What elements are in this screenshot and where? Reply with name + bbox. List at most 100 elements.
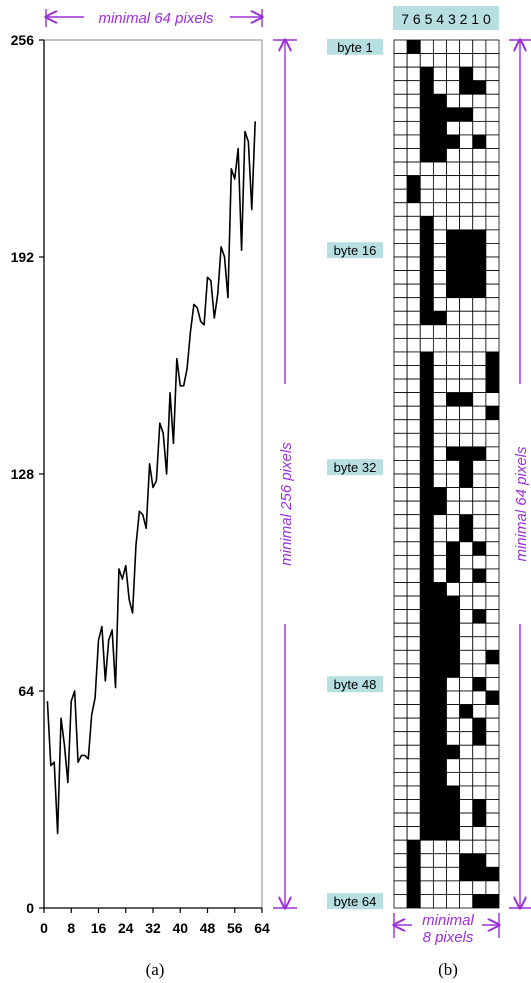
bit-cell	[393, 582, 408, 597]
bit-cell	[406, 866, 421, 882]
bit-cell	[459, 66, 474, 82]
bit-cell	[419, 365, 434, 380]
bit-cell	[472, 148, 487, 163]
bit-cell	[459, 826, 474, 841]
bit-cell	[419, 758, 434, 773]
bit-cell	[459, 609, 474, 624]
bit-cell	[393, 310, 408, 326]
bit-cell	[459, 419, 474, 434]
bit-cell	[406, 894, 421, 909]
bit-cell	[406, 283, 421, 299]
bit-cell	[472, 866, 487, 882]
bit-cell	[432, 744, 447, 760]
bit-cell	[393, 622, 408, 638]
bit-cell	[459, 554, 474, 570]
bit-cell	[485, 609, 500, 624]
bit-cell	[472, 405, 487, 421]
bit-cell	[485, 541, 500, 556]
bit-cell	[472, 731, 487, 746]
bit-cell	[459, 758, 474, 773]
bit-cell	[406, 66, 421, 82]
bit-cell	[419, 202, 434, 217]
bit-cell	[485, 365, 500, 380]
top-annotation-bg	[84, 8, 230, 26]
bit-cell	[432, 649, 447, 665]
bit-cell	[393, 148, 408, 163]
bit-cell	[459, 636, 474, 651]
bit-cell	[459, 785, 474, 800]
bit-cell	[406, 514, 421, 529]
bit-cell	[393, 595, 408, 611]
bit-cell	[459, 500, 474, 516]
x-tick-label: 24	[118, 920, 134, 936]
bit-cell	[446, 758, 461, 773]
bit-cell	[393, 771, 408, 787]
bit-cell	[485, 337, 500, 353]
bit-cell	[432, 256, 447, 271]
bit-cell	[446, 839, 461, 855]
right-annotation-a-text: minimal 256 pixels	[278, 442, 295, 566]
bit-cell	[406, 460, 421, 475]
bit-cell	[459, 744, 474, 760]
bit-cell	[446, 188, 461, 204]
bit-cell	[406, 853, 421, 868]
bit-cell	[446, 405, 461, 421]
bit-cell	[419, 80, 434, 95]
bit-cell	[459, 256, 474, 271]
bit-cell	[419, 446, 434, 461]
bit-cell	[393, 717, 408, 733]
bit-cell	[406, 704, 421, 719]
bit-cell	[419, 731, 434, 746]
bit-cell	[446, 337, 461, 353]
bit-cell	[419, 894, 434, 909]
bit-cell	[419, 175, 434, 190]
bit-cell	[459, 880, 474, 895]
bit-cell	[406, 93, 421, 109]
bottom-annotation-line1: minimal	[422, 912, 474, 929]
bit-cell	[446, 527, 461, 543]
bit-cell	[485, 188, 500, 204]
bit-cell	[419, 148, 434, 163]
bit-cell	[406, 582, 421, 597]
x-tick-label: 32	[145, 920, 161, 936]
bit-cell	[432, 839, 447, 855]
bit-cell	[406, 663, 421, 678]
bit-cell	[446, 636, 461, 651]
bit-cell	[485, 310, 500, 326]
bit-cell	[472, 378, 487, 394]
bit-cell	[446, 134, 461, 149]
bit-cell	[472, 622, 487, 638]
bit-cell	[432, 188, 447, 204]
bit-cell	[446, 812, 461, 828]
bit-cell	[472, 283, 487, 299]
bit-cell	[459, 812, 474, 828]
bit-cell	[485, 161, 500, 177]
bit-cell	[432, 107, 447, 122]
bit-cell	[459, 202, 474, 217]
bit-cell	[459, 853, 474, 868]
bit-cell	[393, 704, 408, 719]
bottom-annotation-bg	[412, 911, 482, 945]
bit-cell	[485, 270, 500, 285]
bit-cell	[419, 595, 434, 611]
bit-cell	[459, 568, 474, 583]
bit-cell	[432, 866, 447, 882]
bit-cell	[485, 120, 500, 136]
bit-cell	[393, 270, 408, 285]
bit-cell	[419, 582, 434, 597]
bit-cell	[393, 677, 408, 692]
bit-cell	[485, 256, 500, 271]
bit-cell	[472, 717, 487, 733]
bit-cell	[446, 731, 461, 746]
bit-cell	[419, 215, 434, 231]
bit-cell	[472, 677, 487, 692]
x-tick-label: 56	[227, 920, 243, 936]
bit-cell	[446, 392, 461, 407]
bit-cell	[419, 541, 434, 556]
bit-cell	[485, 758, 500, 773]
bit-cell	[459, 799, 474, 814]
bit-cell	[432, 337, 447, 353]
bit-cell	[446, 514, 461, 529]
bit-cell	[472, 229, 487, 244]
